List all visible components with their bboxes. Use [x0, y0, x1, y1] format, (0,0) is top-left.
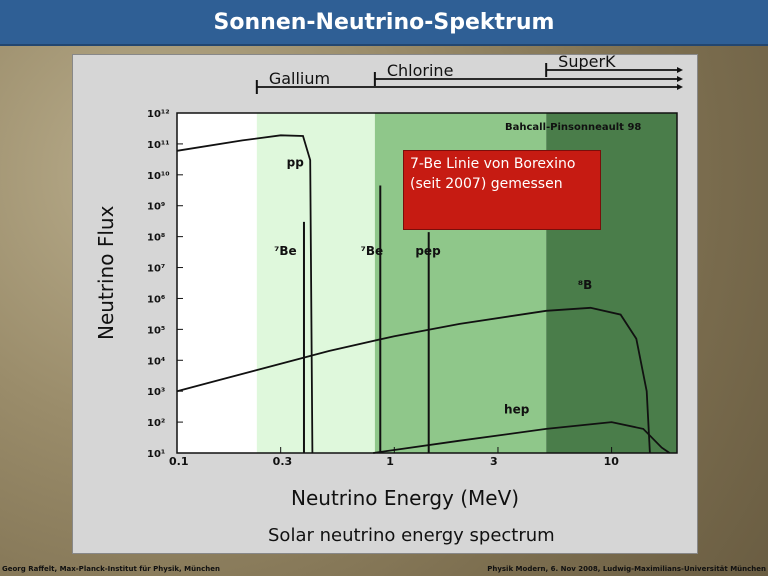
experiment-range-arrow-0	[677, 84, 683, 90]
series-curve-pp	[176, 134, 314, 454]
line-label-2: pep	[415, 244, 441, 258]
chart-title: Solar neutrino energy spectrum	[268, 525, 555, 546]
y-tick-label-11: 10¹	[147, 449, 165, 460]
experiment-range-arrow-2	[677, 67, 683, 73]
experiment-label-gallium: Gallium	[269, 69, 330, 88]
y-tick-label-0: 10¹²	[147, 109, 170, 120]
y-axis-label: Neutrino Flux	[94, 205, 118, 340]
series-curve-hep	[373, 421, 671, 454]
slide-title: Sonnen-Neutrino-Spektrum	[213, 9, 555, 35]
threshold-region-0	[256, 113, 375, 453]
spectrum-figure: 10¹² 10¹¹ 10¹⁰ 10⁹ 10⁸ 10⁷ 10⁶ 10⁵ 10⁴ 10³ 10² 10¹ 0…	[72, 54, 698, 554]
x-tick-label-0: 0.1	[169, 455, 189, 468]
y-tick-label-5: 10⁷	[147, 264, 165, 275]
y-tick-label-4: 10⁸	[147, 233, 165, 244]
experiment-label-superk: SuperK	[558, 55, 616, 71]
series-label-8b: ⁸B	[578, 278, 592, 292]
x-tick-label-1: 0.3	[273, 455, 293, 468]
x-tick-label-4: 10	[604, 455, 620, 468]
plot-frame	[176, 112, 678, 454]
borexino-callout: 7-Be Linie von Borexino (seit 2007) geme…	[403, 150, 601, 230]
y-tick-label-7: 10⁵	[147, 325, 165, 336]
series-curve-8b	[176, 306, 651, 454]
series-label-pp: pp	[287, 155, 305, 169]
experiment-label-chlorine: Chlorine	[387, 61, 454, 80]
y-tick-label-10: 10²	[147, 418, 165, 429]
y-tick-label-1: 10¹¹	[147, 140, 170, 151]
y-tick-label-8: 10⁴	[147, 356, 165, 367]
y-tick-label-2: 10¹⁰	[147, 171, 170, 182]
spectrum-chart: 10¹² 10¹¹ 10¹⁰ 10⁹ 10⁸ 10⁷ 10⁶ 10⁵ 10⁴ 10³ 10² 10¹ 0…	[94, 55, 683, 546]
x-axis-label: Neutrino Energy (MeV)	[291, 486, 519, 510]
line-label-0: ⁷Be	[274, 244, 297, 258]
y-tick-label-3: 10⁹	[147, 202, 165, 213]
y-tick-label-6: 10⁶	[147, 294, 165, 305]
y-tick-label-9: 10³	[147, 387, 165, 398]
x-tick-label-3: 3	[490, 455, 498, 468]
footer-event: Physik Modern, 6. Nov 2008, Ludwig-Maxim…	[487, 565, 766, 573]
chart-annotation: Bahcall-Pinsonneault 98	[505, 122, 641, 133]
experiment-range-arrow-1	[677, 76, 683, 82]
line-label-1: ⁷Be	[361, 244, 384, 258]
slide-title-bar: Sonnen-Neutrino-Spektrum	[0, 0, 768, 46]
series-label-hep: hep	[504, 403, 530, 417]
footer-author: Georg Raffelt, Max-Planck-Institut für P…	[2, 565, 220, 573]
x-tick-label-2: 1	[386, 455, 394, 468]
